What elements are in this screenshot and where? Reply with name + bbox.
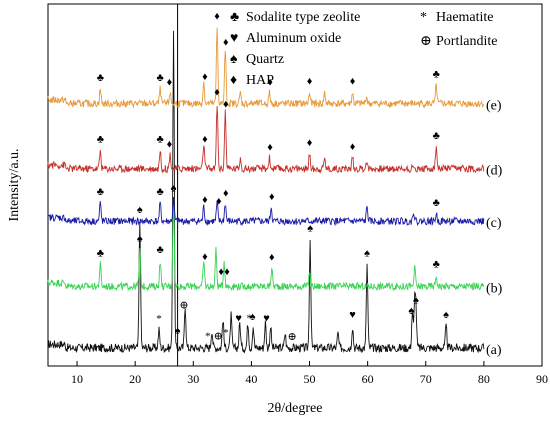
legend: ♣ Sodalite type zeolite ♥ Aluminum oxide ♠ Qu… [230,10,497,88]
peak-marker: ♦ [167,77,173,89]
peak-marker: ♣ [97,134,104,146]
series-layer: (a) (b) (c) (d) (e) [47,27,503,358]
peak-marker: ♣ [433,130,440,142]
series-label: (a) [486,343,502,358]
peak-marker: ♠ [175,325,181,337]
peak-marker: ⊕ [214,331,223,343]
peak-marker: ♦ [218,266,224,278]
peak-marker: ♠ [413,295,419,307]
x-tick-label: 40 [245,372,257,386]
peak-marker: ♦ [216,196,222,208]
legend-symbol: * [420,10,427,25]
legend-label: Aluminum oxide [246,31,341,46]
series-label: (c) [486,216,502,231]
x-tick-label: 50 [304,372,316,386]
marker-layer: ♠*♠⊕* ⊕ *♥ *♠ ♥⊕♠♥♠♠♠♠♣♠♣♠♦♦ ♦♦♣♣ ♣♦ ♦♦ ♦♣♣ ♣ ♦ ♦♦♦… [97,11,449,343]
x-tick-label: 60 [362,372,374,386]
peak-marker: ♦ [223,37,229,49]
peak-marker: ♦ [307,137,313,149]
peak-marker: ♣ [433,68,440,80]
x-tick-label: 30 [187,372,199,386]
peak-marker: ⊕ [179,300,188,312]
x-tick-label: 20 [129,372,141,386]
series-label: (e) [486,99,502,114]
peak-marker: ♥ [235,313,242,325]
legend-symbol: ♥ [230,31,238,46]
peak-marker: ♠ [307,222,313,234]
legend-label: Haematite [436,10,494,25]
peak-marker: ♠ [250,311,256,323]
peak-marker: ♣ [433,197,440,209]
peak-marker: ♦ [307,76,313,88]
legend-symbol: ⊕ [420,34,432,49]
peak-marker: ♦ [202,251,208,263]
peak-marker: ♦ [269,251,275,263]
peak-marker: ♦ [224,266,230,278]
peak-marker: * [246,313,252,325]
peak-marker: ♦ [167,138,173,150]
peak-marker: ♦ [269,191,275,203]
peak-marker: ♣ [157,186,164,198]
legend-symbol: ♣ [230,10,239,25]
peak-marker: ♦ [202,71,208,83]
x-axis-title: 2θ/degree [268,401,323,416]
peak-marker: ♦ [267,142,273,154]
peak-marker: ♣ [157,72,164,84]
peak-marker: ♠ [137,233,143,245]
x-tick-label: 70 [420,372,432,386]
peak-marker: ♦ [202,194,208,206]
peak-marker: ♦ [223,98,229,110]
peak-marker: ♦ [350,76,356,88]
x-tick-label: 80 [478,372,490,386]
peak-marker: ♠ [171,182,177,194]
plot-frame [47,3,543,367]
peak-marker: ♠ [443,309,449,321]
peak-marker: ♣ [97,186,104,198]
peak-marker: ♥ [263,313,270,325]
legend-label: Portlandite [436,34,497,49]
peak-marker: ♦ [202,133,208,145]
peak-marker: * [205,331,211,343]
series-line [47,30,485,354]
peak-marker: ♠ [408,305,414,317]
series-label: (d) [486,164,503,179]
x-tick-label: 90 [536,372,548,386]
peak-marker: ♠ [137,204,143,216]
peak-marker: * [156,313,162,325]
peak-marker: ♣ [97,248,104,260]
series-line [47,196,485,227]
peak-marker: ♣ [157,134,164,146]
series-line [47,202,485,292]
peak-marker: ♦ [267,77,273,89]
x-tick-label: 10 [71,372,83,386]
legend-label: HAP [246,73,274,88]
peak-marker: ♦ [214,87,220,99]
legend-symbol: ♦ [230,73,237,88]
peak-marker: ♥ [349,309,356,321]
peak-marker: ⊕ [287,331,296,343]
peak-marker: * [223,327,229,339]
peak-marker: ♣ [97,72,104,84]
legend-label: Sodalite type zeolite [246,10,360,25]
peak-marker: ♠ [364,248,370,260]
peak-marker: ♣ [433,259,440,271]
y-axis-title: Intensity/a.u. [7,148,22,221]
x-ticks: 10 20 30 40 50 60 70 80 90 [71,361,548,386]
series-label: (b) [486,281,503,296]
legend-label: Quartz [246,52,284,67]
peak-marker: ♦ [223,188,229,200]
legend-symbol: ♠ [230,52,238,67]
peak-marker: ♦ [214,11,220,23]
series-line [47,27,485,109]
peak-marker: ♦ [350,141,356,153]
series-line [47,106,485,174]
peak-marker: ♣ [157,244,164,256]
